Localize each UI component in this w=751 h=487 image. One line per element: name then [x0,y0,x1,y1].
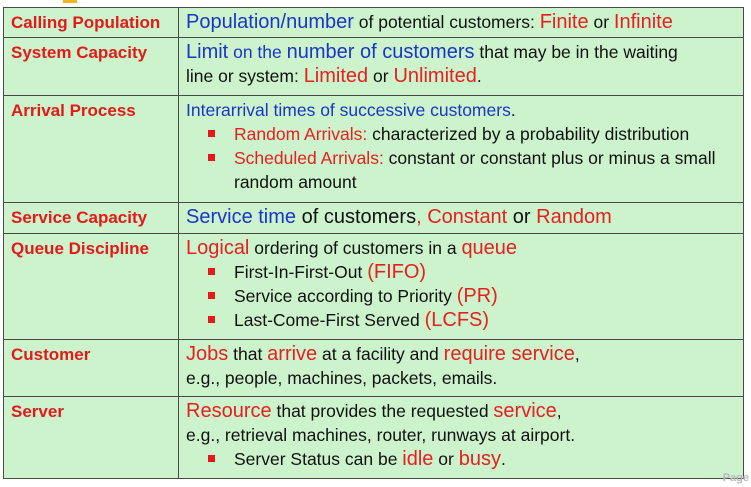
desc-line: Logical ordering of customers in a queue [186,236,737,260]
bullet-square-icon [208,130,215,137]
term-service-capacity: Service Capacity [3,202,179,234]
desc-text: number of customers [286,41,475,63]
desc-line: e.g., retrieval machines, router, runway… [186,425,576,445]
queue-discipline-bullet-list: First-In-First-Out (FIFO) Service accord… [186,260,737,332]
table-row: Customer Jobs that arrive at a facility … [3,339,744,397]
server-bullet-list: Server Status can be idle or busy. [186,447,737,471]
desc-text: First-In-First-Out [234,262,368,282]
desc-text: Scheduled Arrivals: [234,148,384,168]
desc-arrival-process: Interarrival times of successive custome… [178,95,744,203]
table-row: Server Resource that provides the reques… [3,396,744,479]
desc-text: or [368,66,394,86]
desc-text: that may be in the waiting [474,42,678,62]
desc-text: Interarrival times of successive custome… [186,100,511,120]
term-server: Server [3,396,179,479]
desc-text: arrive [267,343,318,365]
desc-text: that provides the requested [271,401,494,421]
desc-text: Infinite [613,11,673,33]
bullet-square-icon [208,292,215,299]
list-item: Scheduled Arrivals: constant or constant… [208,146,737,194]
desc-text: that [228,344,268,364]
list-item: Service according to Priority (PR) [208,284,737,308]
desc-text: characterized by a probability distribut… [367,124,690,144]
desc-line: Limit on the number of customers that ma… [186,40,737,64]
desc-text: queue [461,237,518,259]
desc-text: at a facility and [317,344,444,364]
desc-text: Limited [303,65,369,87]
desc-text: Service according to Priority [234,286,457,306]
bullet-square-icon [208,316,215,323]
queuing-characteristics-table: Calling Population Population/number of … [3,7,744,479]
table-row: Calling Population Population/number of … [3,7,744,38]
desc-server: Resource that provides the requested ser… [178,396,744,479]
desc-text: Resource [186,400,272,422]
desc-text: Service time [186,206,297,228]
desc-text: Server Status can be [234,449,403,469]
table-row: System Capacity Limit on the number of c… [3,37,744,96]
bullet-square-icon [208,455,215,462]
desc-customer: Jobs that arrive at a facility and requi… [178,339,744,397]
desc-text: Logical [186,237,250,259]
term-system-capacity: System Capacity [3,37,179,96]
desc-line: Interarrival times of successive custome… [186,98,737,122]
desc-text: (FIFO) [367,261,427,283]
desc-service-capacity: Service time of customers, Constant or R… [178,202,744,234]
desc-text: Population/number [186,11,354,33]
bullet-square-icon [208,268,215,275]
desc-text: idle [402,448,434,470]
desc-text: , [574,344,580,364]
desc-text: , Constant [416,206,508,228]
table-row: Queue Discipline Logical ordering of cus… [3,233,744,340]
desc-text: service [493,400,557,422]
desc-text: . [476,66,482,86]
title-accent-bar [63,0,77,3]
term-queue-discipline: Queue Discipline [3,233,179,340]
desc-text: or [433,449,459,469]
table-row: Service Capacity Service time of custome… [3,202,744,234]
desc-system-capacity: Limit on the number of customers that ma… [178,37,744,96]
desc-text: on the [228,42,287,62]
desc-text: (PR) [456,285,498,307]
desc-text: Unlimited [393,65,477,87]
term-calling-population: Calling Population [3,7,179,38]
desc-text: busy [458,448,501,470]
desc-text: ordering of customers in a [249,238,462,258]
desc-text: of customers [296,206,417,228]
desc-text: Jobs [186,343,229,365]
desc-text: , [556,401,562,421]
desc-text: or [588,12,614,32]
list-item: Server Status can be idle or busy. [208,447,737,471]
table-row: Arrival Process Interarrival times of su… [3,95,744,203]
desc-text: . [500,449,506,469]
desc-text: or [507,206,537,228]
desc-text: Last-Come-First Served [234,310,425,330]
desc-text: Finite [539,11,589,33]
list-item: Random Arrivals: characterized by a prob… [208,122,737,146]
desc-text: of potential customers: [353,12,540,32]
desc-text: Random Arrivals: [234,124,368,144]
term-customer: Customer [3,339,179,397]
term-arrival-process: Arrival Process [3,95,179,203]
desc-text: constant or constant plus or minus a sma… [234,148,716,192]
desc-text: Random [536,206,612,228]
desc-text: . [510,100,516,120]
desc-line: line or system: Limited or Unlimited. [186,64,737,88]
page-label: Page [722,472,749,484]
desc-text: require service [443,343,575,365]
desc-text: line or system: [186,66,304,86]
desc-line: Resource that provides the requested ser… [186,399,737,423]
arrival-bullet-list: Random Arrivals: characterized by a prob… [186,122,737,194]
desc-text: (LCFS) [424,309,490,331]
desc-queue-discipline: Logical ordering of customers in a queue… [178,233,744,340]
bullet-square-icon [208,154,215,161]
desc-text: Limit [186,41,229,63]
desc-calling-population: Population/number of potential customers… [178,7,744,38]
desc-line: e.g., people, machines, packets, emails. [186,368,498,388]
list-item: Last-Come-First Served (LCFS) [208,308,737,332]
desc-line: Jobs that arrive at a facility and requi… [186,342,737,366]
list-item: First-In-First-Out (FIFO) [208,260,737,284]
